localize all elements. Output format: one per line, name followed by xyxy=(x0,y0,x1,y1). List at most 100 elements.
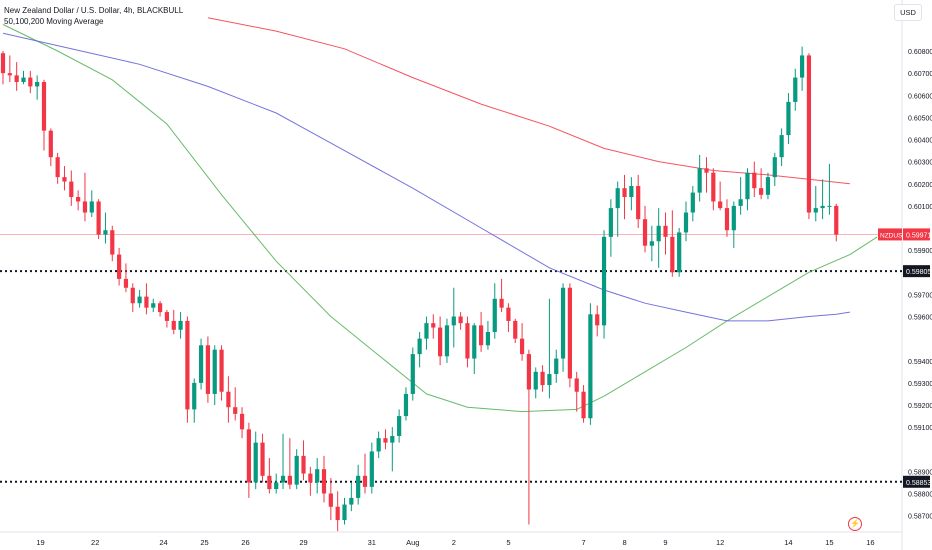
candle-body xyxy=(506,307,511,321)
candle-body xyxy=(185,320,190,410)
candle-body xyxy=(813,208,818,213)
candle-body xyxy=(458,316,463,324)
candle-body xyxy=(806,55,812,213)
candle-body xyxy=(328,493,333,507)
candle-body xyxy=(14,75,19,82)
level-price-label: 0.59805 xyxy=(906,269,931,276)
candle-body xyxy=(540,371,545,386)
x-tick-label: 26 xyxy=(241,538,249,547)
candle-body xyxy=(55,157,60,178)
candle-body xyxy=(472,325,477,359)
last-price-tag xyxy=(903,228,930,241)
y-tick-label: 0.60200 xyxy=(908,182,932,189)
candle-body xyxy=(772,157,777,178)
candle-body xyxy=(137,296,142,304)
candle-body xyxy=(451,316,456,326)
candle-body xyxy=(752,172,757,189)
candle-body xyxy=(28,77,33,87)
candle-body xyxy=(171,320,176,330)
candle-body xyxy=(834,205,839,235)
x-tick-label: Aug xyxy=(406,538,419,547)
candle-body xyxy=(547,374,552,386)
candle-body xyxy=(267,475,272,490)
x-tick-label: 12 xyxy=(716,538,724,547)
candle-body xyxy=(110,230,115,255)
candle-body xyxy=(704,168,709,173)
candle-body xyxy=(178,320,183,330)
candle-body xyxy=(383,438,388,443)
x-tick-label: 16 xyxy=(866,538,874,547)
candle-body xyxy=(656,225,661,242)
candle-body xyxy=(253,442,258,483)
x-tick-label: 15 xyxy=(825,538,833,547)
candle-body xyxy=(82,201,88,213)
candle-body xyxy=(820,205,825,209)
candle-body xyxy=(130,287,135,304)
candle-body xyxy=(103,230,108,235)
candle-body xyxy=(765,177,771,195)
x-tick-label: 5 xyxy=(506,538,510,547)
candle-body xyxy=(711,172,716,202)
candle-body xyxy=(745,172,750,200)
x-tick-label: 2 xyxy=(452,538,456,547)
x-tick-label: 19 xyxy=(36,538,44,547)
candle-body xyxy=(397,416,402,436)
candle-body xyxy=(588,314,593,419)
candle-body xyxy=(465,323,470,359)
candle-body xyxy=(21,77,26,82)
currency-button[interactable]: USD xyxy=(894,4,922,21)
x-tick-label: 14 xyxy=(784,538,792,547)
moving-average-200 xyxy=(207,17,850,185)
candle-body xyxy=(560,287,566,359)
level-price-label: 0.58853 xyxy=(906,480,931,487)
candle-body xyxy=(62,177,67,182)
candle-body xyxy=(636,185,641,220)
moving-average-50 xyxy=(2,24,878,413)
candle-body xyxy=(485,331,491,346)
candle-body xyxy=(608,208,613,237)
candle-body xyxy=(35,81,40,87)
y-tick-label: 0.59900 xyxy=(908,248,932,255)
candle-body xyxy=(800,55,805,78)
candle-body xyxy=(554,358,559,375)
candle-body xyxy=(690,192,695,213)
candle-body xyxy=(144,296,149,308)
candle-body xyxy=(513,320,518,339)
candle-body xyxy=(649,241,654,246)
candle-body xyxy=(492,298,497,332)
candle-body xyxy=(76,197,81,202)
candle-body xyxy=(629,185,634,198)
candle-body xyxy=(417,338,422,355)
candle-body xyxy=(41,81,47,131)
candle-body xyxy=(697,168,702,193)
y-tick-label: 0.58900 xyxy=(908,469,932,476)
candle-body xyxy=(779,135,784,158)
y-tick-label: 0.60500 xyxy=(908,115,932,122)
candle-body xyxy=(499,298,504,308)
candle-body xyxy=(356,475,361,498)
candle-body xyxy=(157,303,163,313)
candle-body xyxy=(431,323,436,328)
symbol-tag xyxy=(878,228,902,241)
candle-body xyxy=(479,325,484,346)
candle-body xyxy=(89,201,94,213)
level-price-tag xyxy=(903,265,930,278)
candle-body xyxy=(390,435,395,443)
y-tick-label: 0.58700 xyxy=(908,514,932,521)
level-price-tag xyxy=(903,475,930,488)
y-tick-label: 0.60700 xyxy=(908,71,932,78)
x-tick-label: 24 xyxy=(159,538,167,547)
candle-body xyxy=(48,130,53,158)
x-tick-label: 22 xyxy=(91,538,99,547)
lightning-icon[interactable]: ⚡ xyxy=(848,517,862,531)
candle-body xyxy=(246,429,251,483)
y-tick-label: 0.60100 xyxy=(908,204,932,211)
candle-body xyxy=(519,338,525,355)
candle-body xyxy=(321,469,327,494)
candle-body xyxy=(369,451,374,487)
moving-average-100 xyxy=(2,32,850,322)
candle-body xyxy=(759,188,764,195)
y-tick-label: 0.60600 xyxy=(908,93,932,100)
